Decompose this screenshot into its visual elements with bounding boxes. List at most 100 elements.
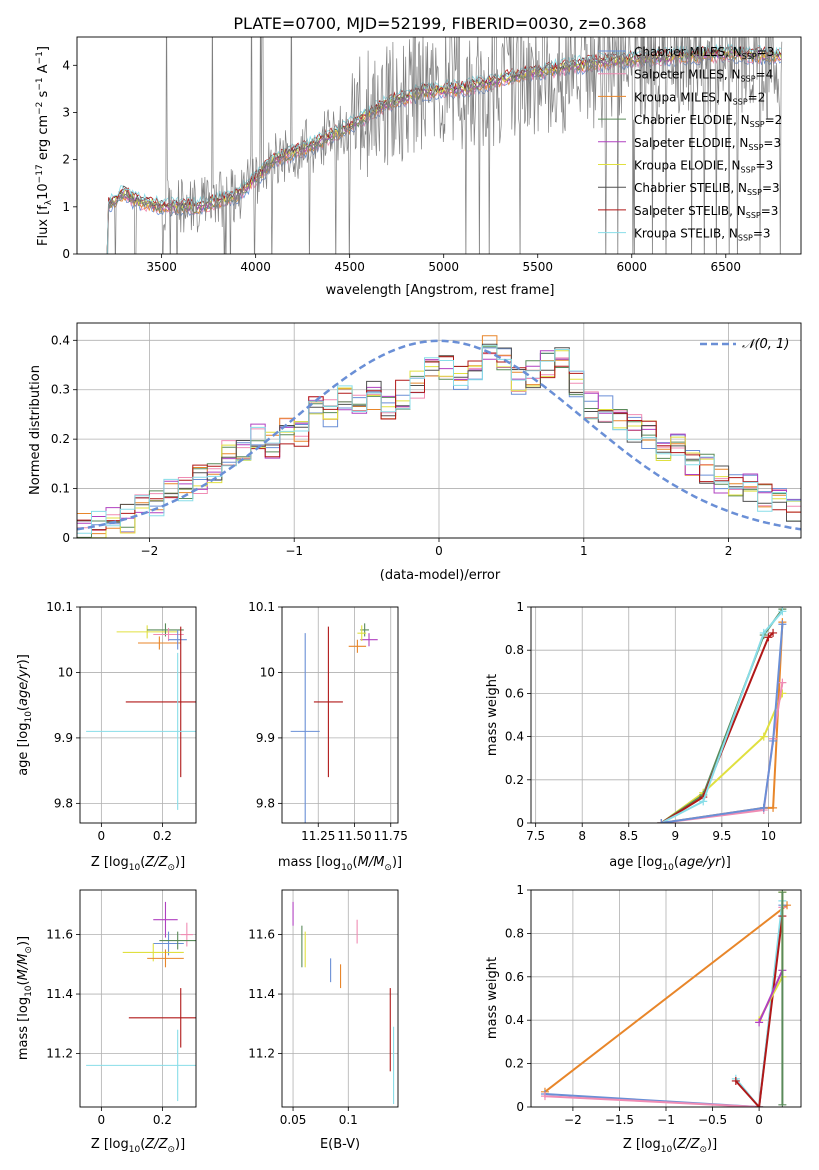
weight-marker xyxy=(755,1018,764,1027)
weight-line xyxy=(661,624,784,823)
x-tick-label: −1 xyxy=(285,544,303,558)
age-weight-xlabel: age [log10(age/yr)] xyxy=(609,855,731,873)
mass-xlabel: mass [log10(M/M⊙)] xyxy=(278,855,402,873)
weight-line xyxy=(660,610,784,823)
y-tick-label: 0.4 xyxy=(505,730,524,744)
weight-line xyxy=(544,904,788,1093)
y-tick-label: 1 xyxy=(516,883,524,897)
y-tick-label: 0 xyxy=(62,531,70,545)
x-tick-label: 0 xyxy=(435,544,443,558)
y-tick-label: 11.4 xyxy=(46,987,73,1001)
axes-frame xyxy=(530,606,802,824)
plot-area xyxy=(77,335,801,538)
weight-marker xyxy=(540,1092,549,1101)
y-tick-label: 10.1 xyxy=(248,600,275,614)
residual-histogram-panel: −2 −1 0 1 2 0 0.1 0.2 0.3 0.4 𝒩(0, 1) xyxy=(51,322,802,558)
x-tick-label: −2 xyxy=(564,1113,582,1127)
legend-entry: Salpeter MILES, NSSP=4 xyxy=(634,68,773,84)
y-tick-label: 0.6 xyxy=(505,970,524,984)
mass-ylabel: mass [log10(M/M⊙)] xyxy=(16,936,34,1060)
y-tick-label: 10 xyxy=(58,665,73,679)
z-xlabel-weight: Z [log10(Z/Z⊙)] xyxy=(623,1137,717,1155)
y-tick-label: 11.2 xyxy=(46,1046,73,1060)
y-tick-label: 0 xyxy=(62,247,70,261)
x-tick-label: −1.5 xyxy=(605,1113,634,1127)
weight-line xyxy=(735,915,784,1107)
model-curve xyxy=(106,43,782,254)
weight-marker xyxy=(778,1100,787,1107)
weight-marker xyxy=(699,797,708,806)
mass-weight-ylabel-top: mass weight xyxy=(485,674,500,756)
histogram-step xyxy=(77,345,801,534)
x-tick-label: 0.2 xyxy=(153,829,172,843)
legend-entry: Chabrier STELIB, NSSP=3 xyxy=(634,181,780,197)
legend-entry: Kroupa MILES, NSSP=2 xyxy=(634,90,765,106)
x-tick-label: 0.05 xyxy=(280,1113,307,1127)
x-tick-label: 2 xyxy=(725,544,733,558)
age-vs-mass-panel: 11.25 11.50 11.75 9.8 9.9 10 10.1 xyxy=(248,600,408,843)
axes-frame xyxy=(76,322,802,539)
weight-marker xyxy=(657,819,666,823)
y-tick-label: 4 xyxy=(62,58,70,72)
x-tick-label: 0.1 xyxy=(339,1113,358,1127)
y-tick-label: 0.4 xyxy=(505,1013,524,1027)
weight-marker xyxy=(731,1076,740,1085)
legend-entry: Chabrier MILES, NSSP=3 xyxy=(634,45,774,61)
weight-line xyxy=(758,969,784,1023)
mass-weight-ylabel-bottom: mass weight xyxy=(485,957,500,1039)
age-ylabel: age [log10(age/yr)] xyxy=(16,654,34,776)
age-vs-metallicity-panel: 0 0.2 9.8 9.9 10 10.1 xyxy=(46,600,197,843)
residual-xlabel: (data-model)/error xyxy=(380,568,501,583)
weight-marker xyxy=(759,803,768,812)
y-tick-label: 11.6 xyxy=(248,928,275,942)
x-tick-label: 11.50 xyxy=(337,829,371,843)
histogram-step xyxy=(77,343,801,531)
weight-marker xyxy=(778,607,787,616)
axes-frame xyxy=(79,606,197,824)
x-tick-label: −1 xyxy=(657,1113,675,1127)
x-tick-label: 6000 xyxy=(616,260,647,274)
x-tick-label: 3500 xyxy=(146,260,177,274)
y-tick-label: 0.2 xyxy=(505,773,524,787)
x-tick-label: 6500 xyxy=(711,260,742,274)
histogram-step xyxy=(77,345,801,538)
y-tick-label: 0 xyxy=(516,816,524,830)
mass-weight-vs-metallicity-panel: −2 −1.5 −1 −0.5 0 0 0.2 0.4 0.6 0.8 1 xyxy=(505,883,802,1127)
y-tick-label: 11.4 xyxy=(248,987,275,1001)
weight-marker xyxy=(769,803,778,812)
x-tick-label: 9 xyxy=(671,829,679,843)
axes-frame xyxy=(281,889,399,1108)
y-tick-label: 10 xyxy=(260,665,275,679)
y-tick-label: 3 xyxy=(62,105,70,119)
x-tick-label: 0 xyxy=(98,829,106,843)
x-tick-label: 5000 xyxy=(428,260,459,274)
x-tick-label: 0 xyxy=(98,1113,106,1127)
x-tick-label: 11.75 xyxy=(374,829,408,843)
plot-area xyxy=(540,890,792,1107)
legend-entry: 𝒩(0, 1) xyxy=(742,337,789,352)
weight-marker xyxy=(769,736,778,745)
plot-area xyxy=(86,623,196,810)
model-curve xyxy=(106,44,782,254)
mass-vs-metallicity-panel: 0 0.2 11.2 11.4 11.6 xyxy=(46,889,197,1127)
y-tick-label: 11.2 xyxy=(248,1046,275,1060)
weight-marker xyxy=(764,633,773,642)
observed-spectrum xyxy=(107,37,783,254)
legend-entry: Salpeter ELODIE, NSSP=3 xyxy=(634,136,781,152)
x-tick-label: 5500 xyxy=(522,260,553,274)
y-tick-label: 9.9 xyxy=(54,731,73,745)
weight-line xyxy=(660,632,774,823)
y-tick-label: 0 xyxy=(516,1100,524,1114)
plot-area xyxy=(657,607,787,823)
spectrum-ylabel: Flux [fλ10−17 erg cm−2 s−1 A−1] xyxy=(35,46,54,246)
y-tick-label: 9.8 xyxy=(54,796,73,810)
axes-frame xyxy=(530,889,802,1108)
mass-weight-vs-age-panel: 7.5 8 8.5 9 9.5 10 0 0.2 0.4 0.6 0.8 1 xyxy=(505,600,802,843)
x-tick-label: 8.5 xyxy=(619,829,638,843)
weight-marker xyxy=(759,732,768,741)
x-tick-label: 0 xyxy=(755,1113,763,1127)
x-tick-label: 4500 xyxy=(334,260,365,274)
y-tick-label: 0.4 xyxy=(51,333,70,347)
y-tick-label: 11.6 xyxy=(46,928,73,942)
